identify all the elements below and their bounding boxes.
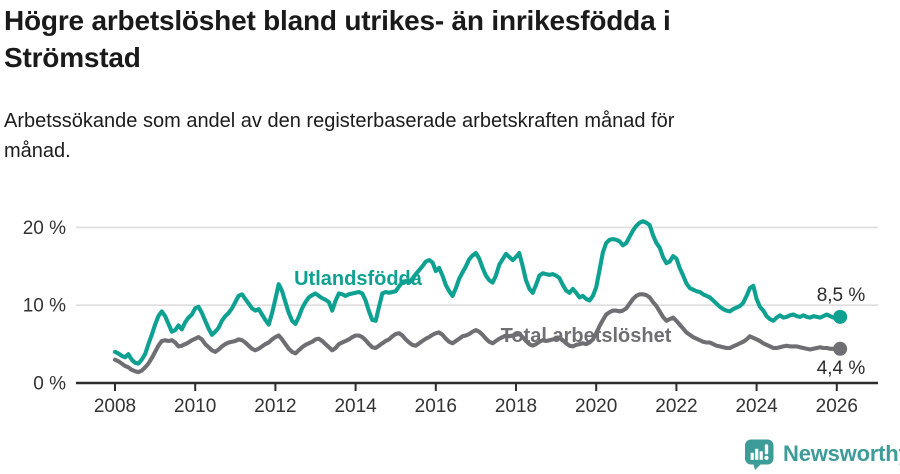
series-label-utlandsf-dda: Utlandsfödda <box>294 268 423 290</box>
end-value-label-total-arbetsl-shet: 4,4 % <box>817 358 866 379</box>
y-axis-label: 20 % <box>23 218 66 239</box>
brand-name: Newsworthy <box>783 441 900 466</box>
page-title-line1: Högre arbetslöshet bland utrikes- än inr… <box>4 5 671 36</box>
page-subtitle-line1: Arbetssökande som andel av den registerb… <box>4 110 675 132</box>
series-label-total-arbetsl-shet: Total arbetslöshet <box>501 325 672 347</box>
end-value-label-utlandsf-dda: 8,5 % <box>817 285 866 306</box>
page-title: Högre arbetslöshet bland utrikes- än inr… <box>4 2 671 76</box>
logo-bar-small <box>750 452 754 460</box>
logo-bar-mid <box>759 450 763 460</box>
y-axis-label: 0 % <box>33 374 66 395</box>
page-title-line2: Strömstad <box>4 42 141 73</box>
series-line-total-arbetsl-shet <box>112 292 843 375</box>
x-axis-label: 2012 <box>254 396 296 417</box>
logo-exclamation-dot <box>764 455 769 460</box>
page-subtitle: Arbetssökande som andel av den registerb… <box>4 106 674 166</box>
brand-footer: Newsworthy <box>744 438 900 470</box>
newsworthy-logo-icon <box>745 439 774 470</box>
x-axis-label: 2018 <box>495 396 537 417</box>
end-dot-utlandsf-dda <box>833 309 848 324</box>
x-axis-label: 2016 <box>415 396 457 417</box>
series-line-utlandsf-dda <box>112 219 843 366</box>
x-axis-label: 2024 <box>735 396 778 417</box>
x-axis-label: 2020 <box>575 396 617 417</box>
x-axis-label: 2022 <box>655 396 697 417</box>
x-axis-label: 2008 <box>94 396 136 417</box>
logo-bar-tall <box>755 448 759 460</box>
end-dot-total-arbetsl-shet <box>833 341 848 356</box>
y-axis-label: 10 % <box>23 296 66 317</box>
x-axis-label: 2026 <box>816 396 858 417</box>
page-subtitle-line2: månad. <box>4 140 71 162</box>
logo-exclamation-stem <box>764 443 769 454</box>
x-axis-label: 2010 <box>174 396 216 417</box>
x-axis-label: 2014 <box>334 396 377 417</box>
